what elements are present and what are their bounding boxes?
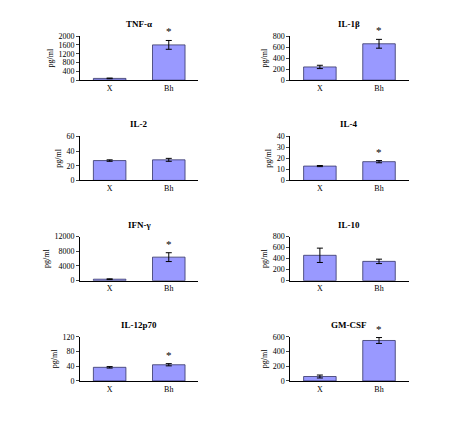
svg-text:600: 600 — [273, 243, 285, 252]
svg-text:1600: 1600 — [58, 41, 74, 50]
svg-text:X: X — [107, 284, 113, 293]
svg-text:IL-1β: IL-1β — [338, 19, 360, 29]
svg-text:800: 800 — [273, 32, 285, 41]
svg-text:IL-4: IL-4 — [340, 119, 358, 129]
svg-text:X: X — [317, 385, 323, 394]
svg-text:Bh: Bh — [374, 284, 383, 293]
svg-text:pg/ml: pg/ml — [50, 349, 59, 368]
svg-text:800: 800 — [273, 232, 285, 241]
svg-text:400: 400 — [273, 347, 285, 356]
svg-text:30: 30 — [277, 143, 285, 152]
svg-text:X: X — [317, 184, 323, 193]
svg-text:400: 400 — [273, 54, 285, 63]
svg-text:pg/ml: pg/ml — [46, 48, 55, 67]
svg-text:0: 0 — [70, 76, 74, 85]
svg-text:X: X — [107, 184, 113, 193]
svg-text:*: * — [376, 323, 382, 335]
svg-text:TNF-α: TNF-α — [126, 19, 152, 29]
svg-text:600: 600 — [273, 333, 285, 342]
svg-text:X: X — [107, 84, 113, 93]
svg-text:40: 40 — [66, 147, 74, 156]
svg-text:IL-10: IL-10 — [338, 220, 360, 230]
svg-text:Bh: Bh — [164, 184, 173, 193]
svg-text:20: 20 — [277, 154, 285, 163]
svg-text:IL-12p70: IL-12p70 — [121, 320, 157, 330]
svg-text:Bh: Bh — [164, 84, 173, 93]
svg-text:0: 0 — [281, 276, 285, 285]
svg-text:2000: 2000 — [58, 32, 74, 41]
svg-text:pg/ml: pg/ml — [260, 349, 269, 368]
svg-text:IL-2: IL-2 — [130, 119, 148, 129]
svg-text:IFN-γ: IFN-γ — [128, 220, 151, 230]
svg-text:0: 0 — [281, 377, 285, 386]
svg-text:4000: 4000 — [58, 262, 74, 271]
svg-text:200: 200 — [273, 265, 285, 274]
svg-text:*: * — [166, 238, 172, 250]
svg-text:200: 200 — [273, 362, 285, 371]
svg-text:40: 40 — [66, 362, 74, 371]
svg-text:*: * — [376, 24, 382, 36]
svg-text:pg/ml: pg/ml — [42, 249, 51, 268]
svg-text:0: 0 — [70, 176, 74, 185]
svg-text:0: 0 — [281, 176, 285, 185]
svg-text:40: 40 — [277, 132, 285, 141]
svg-text:Bh: Bh — [164, 284, 173, 293]
svg-text:X: X — [317, 284, 323, 293]
svg-text:*: * — [166, 25, 172, 37]
svg-text:1200: 1200 — [58, 50, 74, 59]
svg-text:80: 80 — [66, 347, 74, 356]
svg-text:8000: 8000 — [58, 247, 74, 256]
svg-text:pg/ml: pg/ml — [264, 148, 273, 167]
svg-text:600: 600 — [273, 43, 285, 52]
svg-text:0: 0 — [70, 377, 74, 386]
svg-text:800: 800 — [62, 58, 74, 67]
svg-text:400: 400 — [62, 67, 74, 76]
svg-text:GM-CSF: GM-CSF — [331, 320, 367, 330]
svg-text:10: 10 — [277, 165, 285, 174]
svg-text:X: X — [107, 385, 113, 394]
svg-text:60: 60 — [66, 132, 74, 141]
svg-text:*: * — [166, 349, 172, 361]
svg-text:X: X — [317, 84, 323, 93]
svg-text:pg/ml: pg/ml — [260, 48, 269, 67]
svg-text:pg/ml: pg/ml — [54, 148, 63, 167]
svg-text:Bh: Bh — [164, 385, 173, 394]
svg-text:400: 400 — [273, 254, 285, 263]
svg-text:Bh: Bh — [374, 84, 383, 93]
svg-text:12000: 12000 — [54, 232, 74, 241]
svg-text:*: * — [376, 146, 382, 158]
svg-text:0: 0 — [70, 276, 74, 285]
svg-text:Bh: Bh — [374, 184, 383, 193]
svg-text:Bh: Bh — [374, 385, 383, 394]
svg-text:pg/ml: pg/ml — [260, 249, 269, 268]
svg-text:0: 0 — [281, 76, 285, 85]
svg-text:200: 200 — [273, 65, 285, 74]
svg-text:120: 120 — [62, 333, 74, 342]
svg-text:20: 20 — [66, 162, 74, 171]
